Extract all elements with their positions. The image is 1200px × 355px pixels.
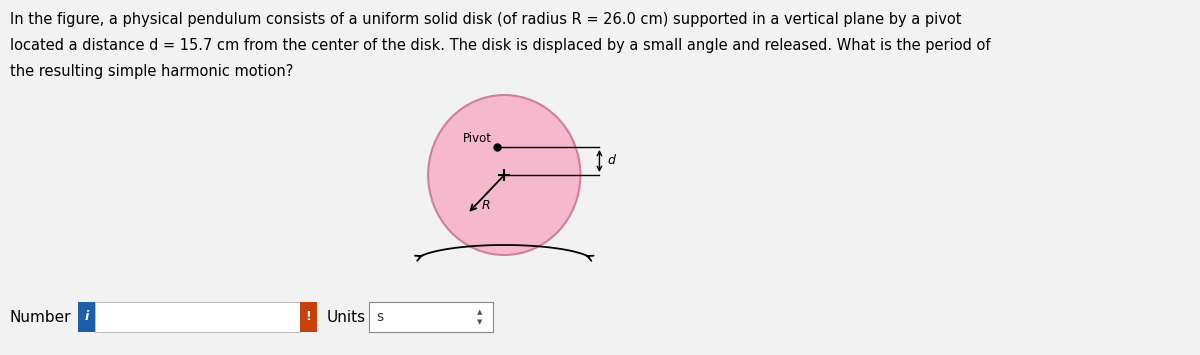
- Ellipse shape: [428, 95, 581, 255]
- Text: d: d: [607, 154, 614, 168]
- Text: i: i: [84, 311, 89, 323]
- Bar: [300, 302, 317, 332]
- Bar: [78, 302, 95, 332]
- Text: ▼: ▼: [476, 319, 482, 325]
- Text: !: !: [305, 311, 311, 323]
- Text: Units: Units: [326, 310, 366, 324]
- Text: In the figure, a physical pendulum consists of a uniform solid disk (of radius R: In the figure, a physical pendulum consi…: [10, 12, 961, 27]
- Text: Number: Number: [10, 310, 71, 324]
- Text: s: s: [377, 310, 384, 324]
- Text: ▲: ▲: [476, 309, 482, 315]
- Text: R: R: [482, 200, 491, 212]
- Bar: [95, 302, 300, 332]
- Bar: [370, 302, 493, 332]
- Text: located a distance d = 15.7 cm from the center of the disk. The disk is displace: located a distance d = 15.7 cm from the …: [10, 38, 990, 53]
- Text: the resulting simple harmonic motion?: the resulting simple harmonic motion?: [10, 64, 293, 79]
- Text: Pivot: Pivot: [463, 132, 492, 145]
